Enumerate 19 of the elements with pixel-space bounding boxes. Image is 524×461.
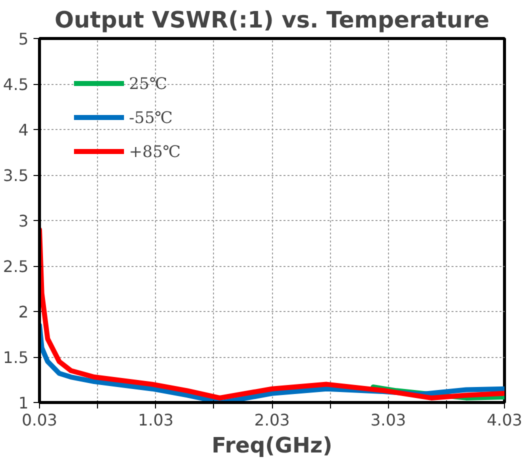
y-tick-label: 1 — [18, 394, 29, 412]
y-tick-label: 2.5 — [3, 257, 29, 276]
y-tick-label: 5 — [18, 30, 29, 48]
x-tick-label: 3.03 — [370, 410, 406, 430]
y-tick-label: 3.5 — [3, 166, 29, 185]
y-tick-label: 3 — [18, 212, 29, 230]
y-tick-label: 2 — [18, 302, 29, 322]
legend-label: +85℃ — [129, 142, 181, 160]
y-tick-label: 4 — [18, 120, 29, 140]
y-tick-label: 1.5 — [3, 348, 29, 367]
y-tick-label: 4.5 — [3, 75, 29, 94]
legend-label: 25℃ — [129, 74, 168, 92]
chart-title: Output VSWR(:1) vs. Temperature — [54, 8, 490, 34]
x-tick-label: 4.03 — [486, 410, 522, 430]
x-axis-title: Freq(GHz) — [212, 434, 332, 458]
x-tick-label: 1.03 — [138, 410, 174, 430]
legend-label: -55℃ — [129, 108, 173, 126]
x-tick-label: 2.03 — [254, 410, 290, 430]
x-tick-label: 0.03 — [22, 410, 58, 430]
